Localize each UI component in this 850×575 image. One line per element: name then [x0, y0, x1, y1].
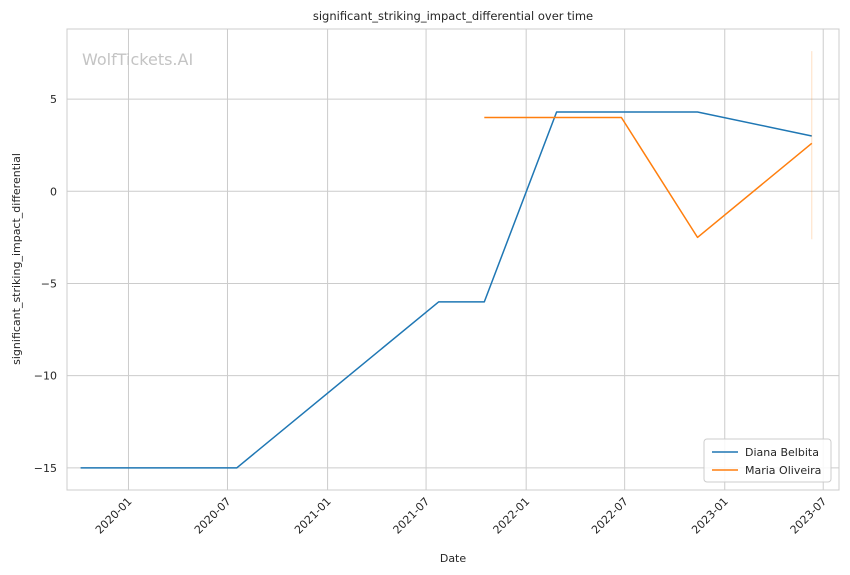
legend-box [703, 438, 832, 483]
y-tick-label: 0 [50, 185, 57, 198]
legend-label-maria-oliveira: Maria Oliveira [745, 464, 821, 477]
y-axis-ticks: 5 0 −5 −10 −15 [34, 93, 57, 475]
x-tick-label: 2023-07 [788, 495, 830, 537]
x-tick-label: 2023-01 [689, 495, 731, 537]
legend: Diana Belbita Maria Oliveira [703, 438, 832, 483]
x-tick-label: 2020-01 [93, 495, 135, 537]
x-tick-label: 2021-07 [390, 495, 432, 537]
y-axis-label: significant_striking_impact_differential [10, 153, 23, 365]
y-tick-label: 5 [50, 93, 57, 106]
x-axis-ticks: 2020-01 2020-07 2021-01 2021-07 2022-01 2022-… [93, 495, 829, 537]
plot-area-frame [66, 28, 840, 491]
series-line-maria-oliveira [484, 116, 813, 239]
series-line-diana-belbita [80, 111, 812, 469]
series-layer [80, 51, 813, 469]
y-tick-label: −15 [34, 462, 57, 475]
x-tick-label: 2020-07 [192, 495, 234, 537]
watermark: WolfTickets.AI [82, 50, 193, 69]
y-tick-label: −10 [34, 370, 57, 383]
grid [67, 29, 839, 490]
x-tick-label: 2022-01 [491, 495, 533, 537]
x-tick-label: 2022-07 [589, 495, 631, 537]
chart-title: significant_striking_impact_differential… [313, 9, 593, 23]
x-axis-label: Date [440, 552, 467, 565]
y-tick-label: −5 [41, 277, 57, 290]
x-tick-label: 2021-01 [292, 495, 334, 537]
legend-label-diana-belbita: Diana Belbita [745, 446, 819, 459]
